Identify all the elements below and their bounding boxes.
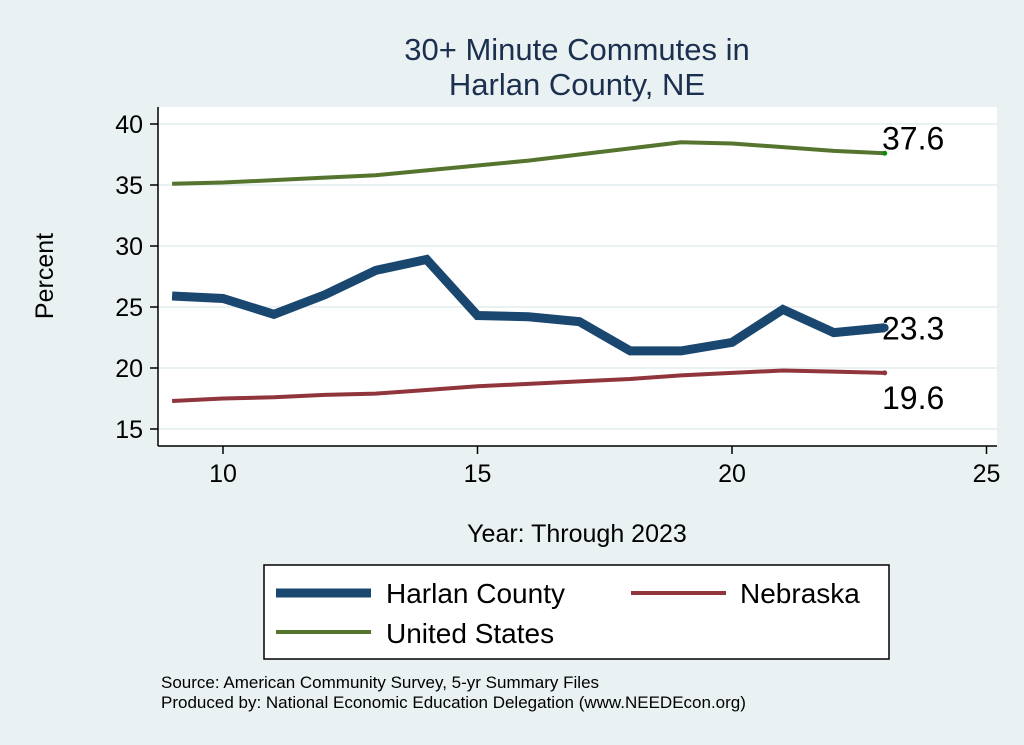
legend-label-nebraska: Nebraska: [740, 578, 860, 609]
plot-area: [158, 107, 997, 446]
x-ticks: 10 15 20 25: [209, 446, 1000, 488]
y-tick-label: 40: [115, 111, 143, 139]
x-tick-label: 20: [718, 460, 746, 488]
chart-title-line-1: 30+ Minute Commutes in: [404, 32, 749, 67]
y-tick-label: 20: [115, 355, 143, 383]
series-line-united-states: [172, 140, 885, 186]
x-tick-label: 25: [973, 460, 1001, 488]
legend-label-us: United States: [386, 618, 554, 649]
end-label-harlan-county: 23.3: [882, 311, 944, 347]
y-axis-label: Percent: [31, 233, 59, 319]
source-note: Source: American Community Survey, 5-yr …: [161, 673, 599, 692]
legend-box: [263, 564, 890, 660]
y-tick-label: 30: [115, 233, 143, 261]
end-label-united-states: 37.6: [882, 120, 944, 156]
legend: Harlan County Nebraska United States: [263, 564, 890, 660]
end-point-nebraska: [882, 370, 888, 376]
end-point-united-states: [882, 150, 888, 156]
end-point-harlan-county: [880, 323, 889, 332]
series-line-harlan-county: [171, 254, 886, 356]
y-tick-label: 35: [115, 172, 143, 200]
produced-by-note: Produced by: National Economic Education…: [161, 693, 746, 712]
series-line-nebraska: [172, 368, 885, 403]
x-axis-label: Year: Through 2023: [467, 520, 687, 548]
end-label-nebraska: 19.6: [882, 380, 944, 416]
y-tick-label: 25: [115, 294, 143, 322]
end-labels: 23.3 19.6 37.6: [882, 120, 944, 416]
x-tick-label: 10: [209, 460, 237, 488]
series-lines: [171, 140, 889, 403]
x-tick-label: 15: [464, 460, 492, 488]
y-ticks: 15 20 25 30 35 40: [115, 111, 158, 444]
legend-label-harlan: Harlan County: [386, 578, 565, 609]
y-tick-label: 15: [115, 416, 143, 444]
chart-title-line-2: Harlan County, NE: [449, 67, 705, 102]
